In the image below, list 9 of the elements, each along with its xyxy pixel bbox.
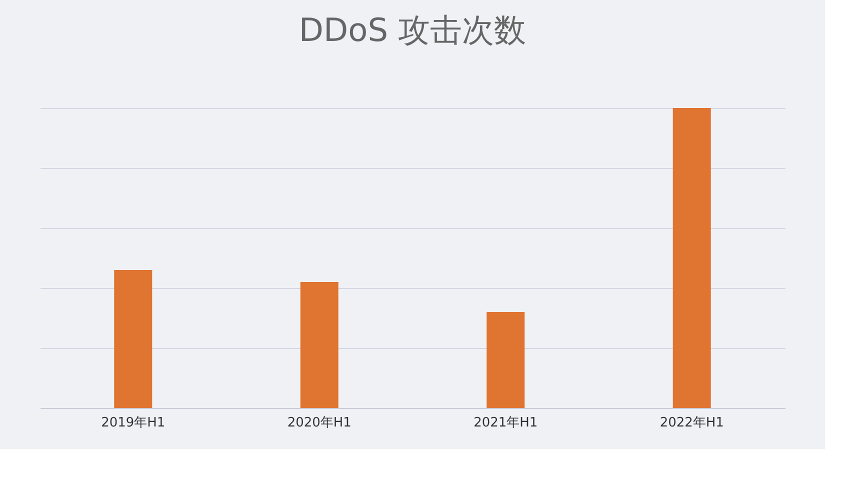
- x-tick-label: 2019年H1: [101, 416, 166, 430]
- x-tick-label: 2022年H1: [660, 416, 724, 430]
- bar: [486, 312, 525, 408]
- chart-title: DDoS 攻击次数: [298, 11, 526, 49]
- x-tick-label: 2021年H1: [474, 416, 538, 430]
- x-tick-label: 2020年H1: [287, 416, 352, 430]
- bar: [114, 270, 152, 408]
- bar: [672, 108, 711, 408]
- bar: [300, 282, 338, 408]
